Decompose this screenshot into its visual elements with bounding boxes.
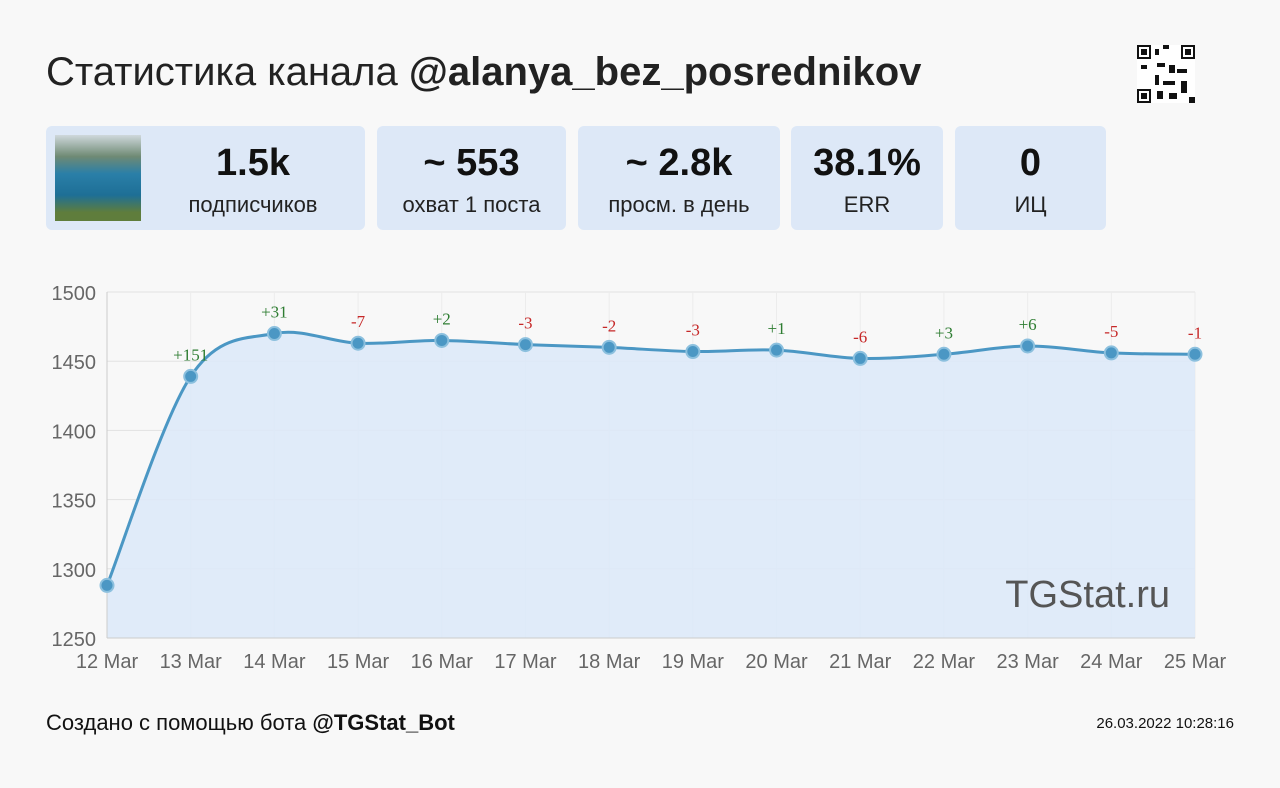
watermark: TGStat.ru	[1005, 574, 1170, 616]
y-tick-label: 1500	[52, 283, 97, 305]
data-label: +6	[1019, 315, 1037, 334]
data-point	[685, 344, 701, 360]
data-label: -3	[686, 321, 700, 340]
timestamp: 26.03.2022 10:28:16	[1096, 715, 1234, 732]
data-point	[434, 332, 450, 348]
data-point	[601, 339, 617, 355]
stat-value: 0	[1019, 142, 1042, 184]
data-point	[769, 342, 785, 358]
x-tick-label: 16 Mar	[411, 651, 474, 673]
data-point	[183, 368, 199, 384]
data-label: -2	[602, 316, 616, 335]
y-tick-label: 1250	[52, 629, 97, 651]
x-tick-label: 18 Mar	[578, 651, 641, 673]
x-tick-label: 15 Mar	[327, 651, 390, 673]
x-tick-label: 17 Mar	[494, 651, 557, 673]
stat-label: подписчиков	[188, 192, 318, 217]
channel-handle: @alanya_bez_posrednikov	[408, 50, 922, 94]
stat-label: ИЦ	[1014, 192, 1047, 217]
y-tick-label: 1450	[52, 352, 97, 374]
stat-value: 1.5k	[216, 142, 290, 184]
data-point	[1187, 346, 1203, 362]
x-tick-label: 21 Mar	[829, 651, 892, 673]
data-point	[852, 350, 868, 366]
stat-card-reach: ~ 553 охват 1 поста	[377, 126, 566, 230]
stat-label: просм. в день	[608, 192, 750, 217]
stat-card-subscribers: 1.5k подписчиков	[46, 126, 365, 230]
stat-card-err: 38.1% ERR	[791, 126, 943, 230]
qr-code-icon	[1137, 45, 1195, 103]
x-tick-label: 24 Mar	[1080, 651, 1143, 673]
data-label: +2	[433, 309, 451, 328]
data-point	[936, 346, 952, 362]
data-label: +151	[173, 345, 208, 364]
stat-value: ~ 2.8k	[625, 142, 733, 184]
data-label: +1	[767, 319, 785, 338]
title-prefix: Статистика канала	[46, 50, 398, 94]
stat-card-views: ~ 2.8k просм. в день	[578, 126, 780, 230]
x-tick-label: 20 Mar	[745, 651, 808, 673]
data-point	[99, 577, 115, 593]
bot-link[interactable]: @TGStat_Bot	[312, 710, 455, 735]
y-tick-label: 1300	[52, 560, 97, 582]
data-label: -6	[853, 327, 867, 346]
channel-avatar	[55, 135, 141, 221]
series-line	[105, 330, 1196, 586]
stat-value: ~ 553	[423, 142, 520, 184]
data-point	[517, 337, 533, 353]
data-point	[1020, 338, 1036, 354]
subscribers-chart: 1250 1300 1350 1400 1450 1500 12 Mar 13 Mar 14 M…	[52, 283, 1227, 673]
data-label: -3	[518, 314, 532, 333]
data-label: -7	[351, 312, 366, 331]
x-tick-label: 12 Mar	[76, 651, 139, 673]
stat-value: 38.1%	[813, 142, 921, 184]
stat-label: ERR	[843, 192, 891, 217]
x-tick-label: 25 Mar	[1164, 651, 1227, 673]
data-label: +3	[935, 323, 953, 342]
page-title: Статистика канала @alanya_bez_posredniko…	[46, 50, 921, 95]
stat-label: охват 1 поста	[402, 192, 541, 217]
data-point	[266, 326, 282, 342]
data-label: +31	[261, 303, 288, 322]
x-tick-label: 22 Mar	[913, 651, 976, 673]
data-label: -1	[1188, 323, 1202, 342]
stat-card-ci: 0 ИЦ	[955, 126, 1106, 230]
x-tick-label: 13 Mar	[160, 651, 223, 673]
data-point	[1103, 345, 1119, 361]
data-point	[350, 335, 366, 351]
data-label: -5	[1104, 322, 1118, 341]
y-tick-label: 1400	[52, 421, 97, 443]
footer-text: Создано с помощью бота	[46, 710, 307, 735]
y-tick-label: 1350	[52, 491, 97, 513]
x-tick-label: 23 Mar	[996, 651, 1059, 673]
footer: Создано с помощью бота @TGStat_Bot	[46, 710, 455, 736]
x-tick-label: 19 Mar	[662, 651, 725, 673]
area-fill	[107, 332, 1195, 638]
x-tick-label: 14 Mar	[243, 651, 306, 673]
